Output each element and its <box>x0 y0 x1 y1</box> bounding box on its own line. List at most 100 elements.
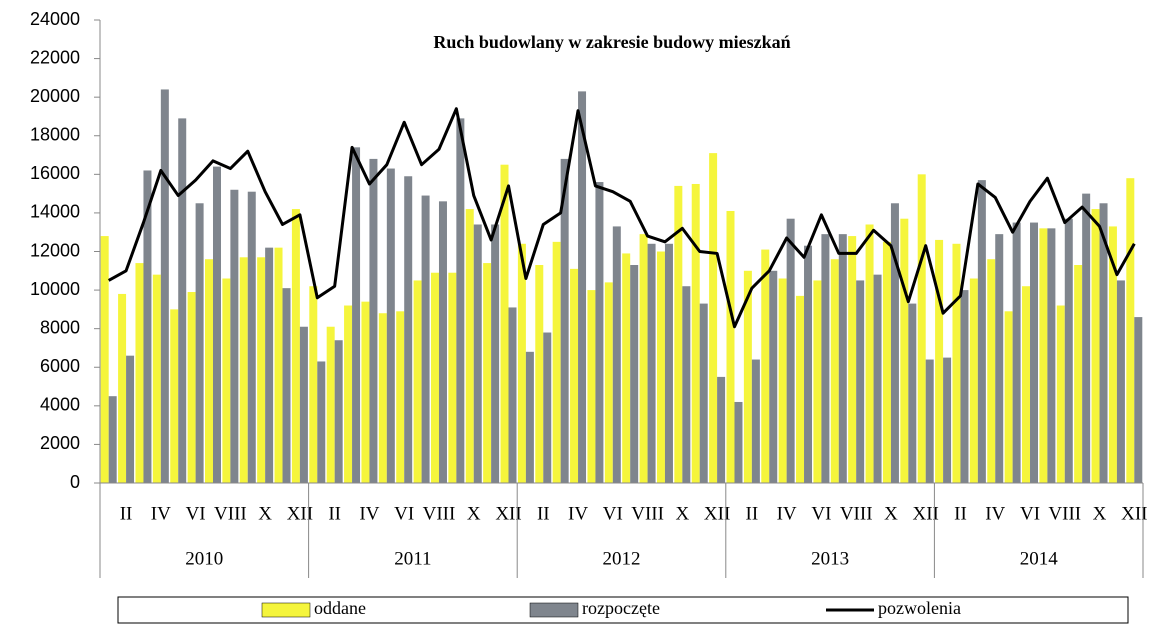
bar <box>1099 203 1108 484</box>
bar <box>421 195 430 483</box>
bar <box>404 176 413 483</box>
bar <box>299 326 308 483</box>
bar <box>361 301 370 483</box>
bar <box>143 170 152 483</box>
bar <box>160 89 169 483</box>
bar <box>413 280 422 483</box>
x-tick-label: X <box>1093 503 1107 524</box>
bar <box>187 292 196 483</box>
bar <box>1064 218 1073 483</box>
y-tick-label: 10000 <box>30 279 80 299</box>
bar <box>761 249 770 483</box>
bar <box>612 226 621 483</box>
bar <box>386 168 395 483</box>
line-series <box>107 107 1136 329</box>
bar <box>152 274 161 483</box>
y-tick-label: 0 <box>70 472 80 492</box>
x-tick-label: VIII <box>631 503 664 524</box>
bar <box>848 236 857 483</box>
bar <box>483 263 492 483</box>
x-tick-label: VIII <box>840 503 873 524</box>
bar <box>309 286 318 483</box>
bar <box>222 278 231 483</box>
bar <box>786 218 795 483</box>
bar <box>943 357 952 483</box>
x-tick-label: II <box>537 503 550 524</box>
bar <box>674 185 683 484</box>
x-tick-label: IV <box>568 503 588 524</box>
bar <box>595 182 604 484</box>
year-label: 2012 <box>603 548 641 569</box>
bar <box>925 359 934 483</box>
bar <box>1126 178 1135 484</box>
x-tick-label: VIII <box>214 503 247 524</box>
bar <box>465 209 474 483</box>
bar <box>500 164 509 483</box>
bar <box>430 272 439 483</box>
bar <box>917 174 926 484</box>
bar <box>1134 317 1143 483</box>
bar <box>126 355 135 483</box>
bar <box>691 183 700 483</box>
bar <box>699 303 708 483</box>
bar <box>517 243 526 483</box>
bar <box>378 313 387 483</box>
bar <box>396 311 405 483</box>
year-label: 2013 <box>811 548 849 569</box>
bar <box>334 340 343 483</box>
bar <box>1082 193 1091 483</box>
bar <box>604 282 613 483</box>
bar <box>570 268 579 483</box>
y-tick-label: 8000 <box>40 317 80 337</box>
year-label: 2011 <box>394 548 431 569</box>
bar <box>977 180 986 483</box>
bar <box>1012 222 1021 483</box>
bar <box>726 210 735 484</box>
bar <box>195 203 204 484</box>
x-tick-label: XII <box>495 503 521 524</box>
bar <box>352 147 361 483</box>
bar <box>960 290 969 483</box>
bar <box>830 259 839 483</box>
bar <box>369 158 378 483</box>
bar <box>456 118 465 483</box>
bar <box>473 224 482 483</box>
bar <box>291 209 300 483</box>
y-tick-label: 22000 <box>30 47 80 67</box>
bar <box>900 218 909 483</box>
bar <box>100 236 109 483</box>
bar <box>995 234 1004 483</box>
bar <box>778 278 787 483</box>
x-tick-label: II <box>328 503 341 524</box>
bar <box>1091 209 1100 483</box>
legend-swatch <box>529 602 579 618</box>
bar <box>1039 228 1048 483</box>
y-tick-label: 6000 <box>40 356 80 376</box>
bar <box>326 326 335 483</box>
bar <box>108 396 117 483</box>
bar <box>491 224 500 483</box>
legend-swatch <box>261 602 311 618</box>
x-tick-label: II <box>954 503 967 524</box>
bar <box>1004 311 1013 483</box>
x-tick-label: IV <box>777 503 797 524</box>
year-label: 2014 <box>1020 548 1059 569</box>
bar <box>135 263 144 483</box>
x-tick-label: II <box>120 503 133 524</box>
bar <box>1047 228 1056 483</box>
x-tick-label: X <box>884 503 898 524</box>
y-tick-label: 4000 <box>40 395 80 415</box>
bar <box>448 272 457 483</box>
bar <box>239 257 248 483</box>
bar <box>1056 305 1065 483</box>
bar <box>282 288 291 483</box>
bar <box>535 265 544 483</box>
bar <box>178 118 187 483</box>
x-tick-label: IV <box>151 503 171 524</box>
bar <box>865 224 874 483</box>
bar <box>647 243 656 483</box>
x-tick-label: II <box>746 503 759 524</box>
bar <box>890 203 899 484</box>
y-tick-label: 12000 <box>30 240 80 260</box>
bar <box>882 241 891 483</box>
